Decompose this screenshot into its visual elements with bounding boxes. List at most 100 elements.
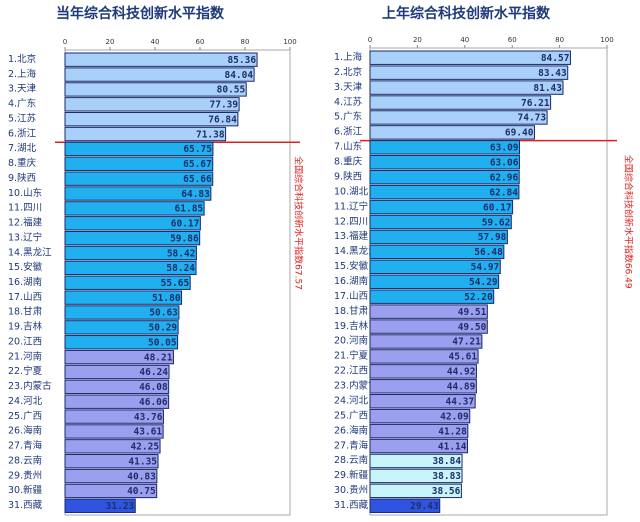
value-label: 59.62 — [482, 217, 511, 228]
category-label: 28.云南 — [8, 454, 42, 466]
bar — [64, 126, 227, 142]
bar — [369, 169, 520, 185]
bar — [369, 80, 564, 95]
value-label: 81.43 — [533, 83, 562, 94]
category-label: 31.西藏 — [334, 499, 369, 511]
bar — [369, 214, 512, 230]
x-tick-label: 40 — [151, 38, 160, 46]
bar — [64, 305, 180, 320]
category-label: 31.西藏 — [8, 499, 43, 511]
x-tick-label: 40 — [460, 36, 469, 44]
bar — [369, 453, 463, 469]
value-label: 43.61 — [134, 427, 163, 438]
value-label: 63.06 — [490, 158, 519, 169]
category-label: 4.广东 — [8, 98, 36, 110]
bar — [369, 438, 469, 454]
bar — [64, 97, 240, 112]
bar — [369, 349, 479, 364]
x-tick-label: 100 — [600, 36, 613, 44]
value-label: 38.84 — [432, 456, 461, 467]
category-label: 2.北京 — [334, 66, 362, 78]
value-label: 44.89 — [447, 382, 476, 393]
bar — [369, 229, 508, 245]
bar — [369, 483, 462, 499]
category-label: 30.新疆 — [8, 484, 43, 496]
bar — [369, 498, 441, 513]
bar — [369, 364, 477, 379]
bar — [369, 394, 476, 409]
bar — [64, 468, 158, 484]
category-label: 29.贵州 — [8, 469, 42, 481]
category-label: 12.福建 — [8, 217, 43, 229]
category-label: 22.江西 — [334, 366, 368, 377]
category-label: 19.吉林 — [334, 320, 369, 332]
value-label: 45.61 — [448, 352, 477, 363]
value-label: 41.14 — [438, 441, 467, 452]
category-label: 9.陕西 — [8, 172, 36, 184]
bar — [369, 423, 469, 439]
bar — [64, 156, 214, 171]
value-label: 85.36 — [227, 55, 256, 66]
value-label: 51.80 — [152, 293, 181, 304]
category-label: 8.重庆 — [8, 157, 37, 169]
value-label: 76.84 — [208, 114, 237, 125]
value-label: 74.73 — [518, 113, 547, 124]
value-label: 42.09 — [440, 411, 469, 422]
category-label: 22.宁夏 — [8, 365, 43, 377]
value-label: 62.84 — [489, 187, 518, 198]
category-label: 14.黑龙江 — [334, 245, 378, 257]
bar — [64, 245, 197, 261]
bar — [369, 379, 477, 394]
bar — [64, 230, 201, 246]
bar — [369, 125, 535, 140]
category-label: 23.内蒙古 — [8, 380, 52, 392]
x-tick-label: 60 — [508, 36, 517, 44]
value-label: 49.51 — [458, 307, 487, 318]
bar — [369, 304, 488, 319]
value-label: 50.63 — [149, 308, 178, 319]
value-label: 54.29 — [469, 277, 498, 288]
value-label: 58.42 — [167, 248, 196, 259]
chart-title: 当年综合科技创新水平指数 — [56, 5, 225, 22]
category-label: 3.天津 — [8, 84, 37, 95]
category-label: 28.云南 — [334, 454, 368, 466]
value-label: 63.09 — [490, 143, 519, 154]
category-label: 20.江西 — [8, 336, 42, 347]
value-label: 65.67 — [183, 159, 212, 170]
bar — [64, 454, 159, 469]
value-label: 55.65 — [161, 278, 190, 289]
category-label: 17.山西 — [334, 291, 368, 302]
value-label: 77.39 — [210, 100, 239, 111]
annotation: 全国综合科技创新水平指数67.57 — [293, 156, 305, 290]
value-label: 46.06 — [139, 397, 168, 408]
value-label: 56.48 — [474, 247, 503, 258]
bar — [369, 289, 495, 304]
category-label: 17.山西 — [8, 292, 42, 303]
value-label: 49.50 — [458, 322, 487, 333]
value-label: 69.40 — [505, 128, 534, 139]
value-label: 80.55 — [217, 85, 246, 96]
bar — [64, 394, 170, 409]
value-label: 29.43 — [410, 501, 439, 512]
bar — [64, 364, 170, 380]
category-label: 23.内蒙古 — [334, 380, 378, 392]
bar — [369, 408, 471, 424]
value-label: 84.04 — [224, 70, 253, 81]
value-label: 65.75 — [183, 144, 212, 155]
category-label: 30.贵州 — [334, 484, 368, 496]
category-label: 11.辽宁 — [334, 200, 368, 212]
bar — [64, 82, 247, 97]
value-label: 76.21 — [521, 98, 550, 109]
value-label: 46.24 — [139, 367, 168, 378]
value-label: 50.29 — [149, 323, 178, 334]
chart-title: 上年综合科技创新水平指数 — [382, 5, 551, 22]
category-label: 26.海南 — [8, 425, 42, 437]
bar — [64, 171, 214, 186]
bar — [64, 439, 161, 454]
value-label: 61.85 — [175, 204, 204, 215]
category-label: 21.河南 — [8, 350, 42, 362]
bar — [369, 155, 520, 170]
category-label: 13.辽宁 — [8, 231, 42, 243]
bar — [64, 186, 212, 201]
value-label: 41.28 — [438, 426, 467, 437]
